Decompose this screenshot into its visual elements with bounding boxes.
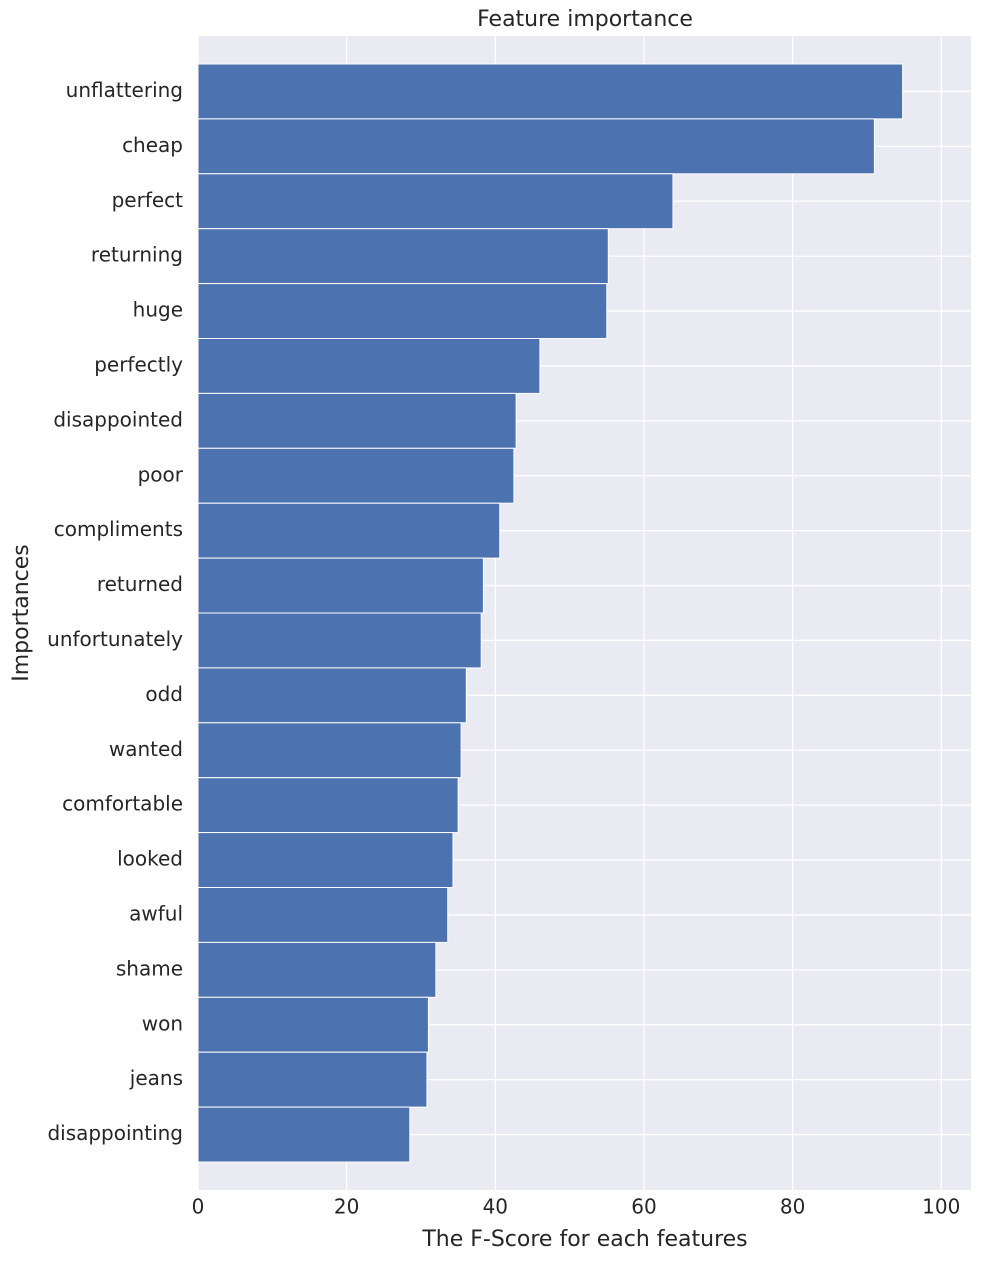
- x-tick-label: 60: [631, 1195, 656, 1219]
- bar: [197, 1106, 411, 1163]
- chart-title: Feature importance: [477, 7, 693, 32]
- bar: [197, 612, 482, 669]
- y-tick-label: huge: [133, 298, 183, 322]
- x-tick-label: 40: [483, 1195, 508, 1219]
- bar: [197, 392, 517, 449]
- x-axis-label: The F-Score for each features: [421, 1227, 747, 1252]
- bar: [197, 832, 454, 888]
- bar: [197, 777, 459, 834]
- y-tick-label: returning: [91, 243, 183, 267]
- y-axis-label: Importances: [9, 544, 34, 682]
- bar: [197, 996, 429, 1053]
- bar: [197, 557, 484, 614]
- bar: [197, 722, 462, 779]
- bar: [197, 667, 467, 724]
- bar: [197, 283, 608, 340]
- y-tick-label: compliments: [54, 517, 183, 541]
- bar: [197, 173, 674, 230]
- y-tick-label: returned: [97, 572, 183, 596]
- y-tick-label: perfect: [112, 188, 184, 212]
- y-tick-label: disappointing: [47, 1121, 183, 1145]
- y-tick-label: shame: [116, 956, 183, 980]
- y-tick-label: perfectly: [94, 352, 183, 376]
- bar: [197, 447, 515, 504]
- bar: [197, 941, 437, 998]
- y-tick-label: jeans: [129, 1066, 183, 1090]
- bar: [197, 63, 904, 120]
- y-tick-label: unfortunately: [47, 627, 183, 651]
- bar: [197, 887, 449, 943]
- bar: [197, 118, 875, 175]
- y-tick-label: unflattering: [66, 78, 183, 102]
- bar: [197, 228, 609, 285]
- y-tick-label: disappointed: [53, 407, 183, 431]
- x-tick-label: 80: [780, 1195, 805, 1219]
- y-tick-label: won: [142, 1011, 183, 1035]
- x-tick-label: 0: [192, 1195, 205, 1219]
- bar: [197, 502, 501, 559]
- x-tick-label: 100: [922, 1195, 960, 1219]
- y-tick-label: poor: [138, 462, 184, 486]
- x-tick-label: 20: [334, 1195, 359, 1219]
- bar: [197, 1051, 428, 1108]
- y-tick-label: cheap: [122, 133, 183, 157]
- y-tick-label: looked: [117, 847, 183, 871]
- y-tick-label: comfortable: [62, 792, 183, 816]
- y-tick-label: awful: [129, 901, 183, 925]
- y-tick-label: odd: [145, 682, 183, 706]
- bar: [197, 338, 541, 394]
- y-tick-label: wanted: [109, 737, 183, 761]
